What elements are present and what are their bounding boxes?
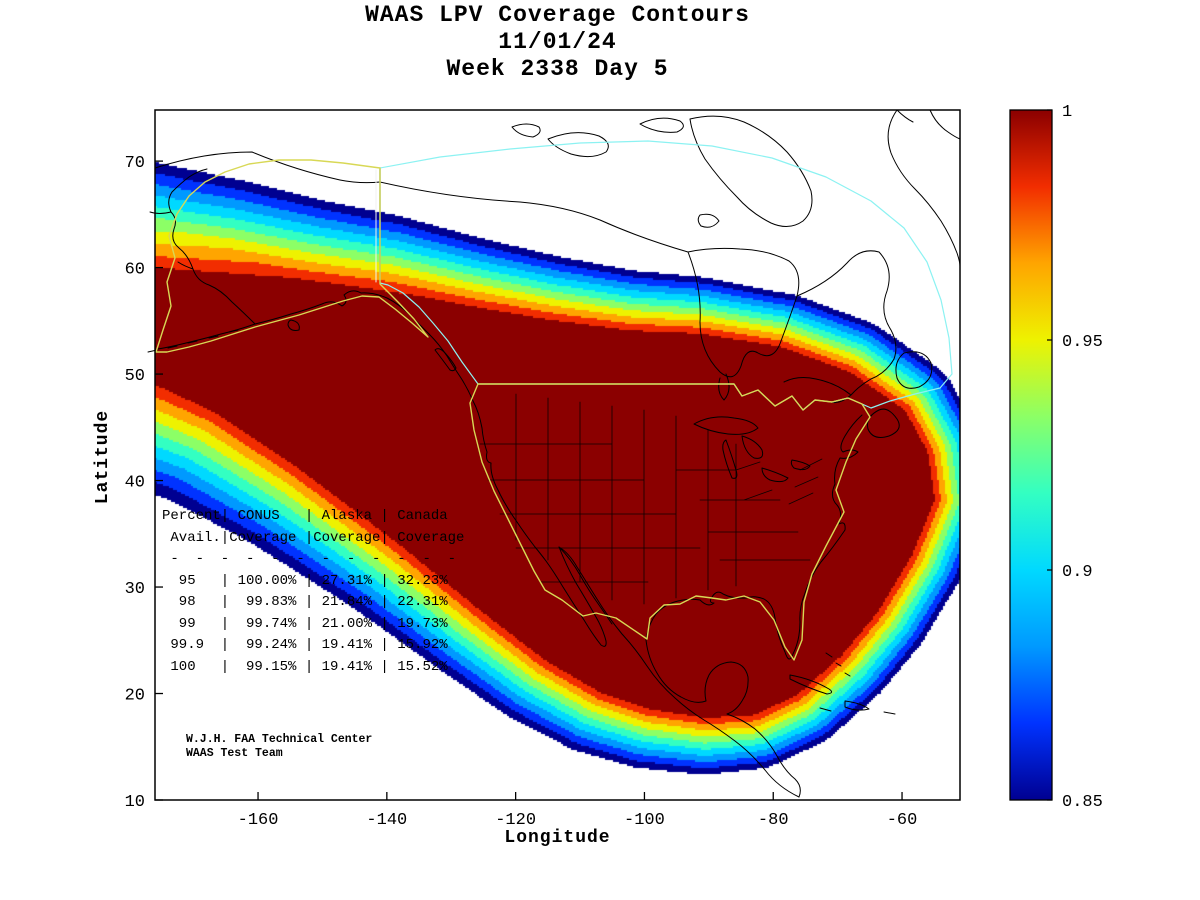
- region-overlays: [155, 140, 953, 661]
- x-tick-label: -100: [624, 811, 665, 830]
- east-coast-coastline: [645, 408, 900, 660]
- chart-week-day: Week 2338 Day 5: [446, 56, 669, 82]
- y-axis-ticks: 10 20 30 40 50 60 70: [125, 154, 163, 812]
- west-coast-coastline: [428, 333, 536, 548]
- plot-frame: [154, 109, 961, 801]
- arctic-islands: [511, 117, 684, 158]
- great-lakes: [693, 416, 811, 483]
- y-tick-label: 30: [125, 580, 145, 599]
- x-tick-label: -80: [758, 811, 789, 830]
- y-tick-label: 10: [125, 793, 145, 812]
- y-tick-label: 70: [125, 154, 145, 173]
- x-tick-label: -60: [887, 811, 918, 830]
- title-block: WAAS LPV Coverage Contours 11/01/24 Week…: [155, 2, 960, 83]
- arctic-coastline: [154, 151, 689, 253]
- y-tick-label: 50: [125, 367, 145, 386]
- attribution-line-1: W.J.H. FAA Technical Center: [186, 733, 373, 746]
- attribution-line-2: WAAS Test Team: [186, 747, 283, 760]
- colorbar: 1 0.95 0.9 0.85: [1009, 103, 1103, 812]
- x-tick-label: -120: [495, 811, 536, 830]
- canada-boundary-overlay: [379, 140, 953, 411]
- conus-boundary-overlay: [469, 383, 871, 661]
- alaska-south-coastline: [157, 290, 430, 350]
- y-tick-label: 40: [125, 474, 145, 493]
- x-axis-label: Longitude: [504, 828, 611, 848]
- colorbar-tick-label: 0.85: [1062, 793, 1103, 812]
- y-axis-label: Latitude: [93, 409, 113, 505]
- y-tick-label: 60: [125, 261, 145, 280]
- gulf-yucatan-coastline: [645, 639, 801, 798]
- greenland-coastline: [887, 109, 961, 267]
- hudson-bay-coastline: [687, 247, 800, 401]
- state-boundaries: [479, 393, 823, 605]
- chart-date: 11/01/24: [498, 29, 617, 55]
- baffin-island: [689, 115, 813, 228]
- colorbar-tick-label: 0.95: [1062, 333, 1103, 352]
- colorbar-tick-label: 1: [1062, 103, 1072, 122]
- chart-title: WAAS LPV Coverage Contours: [365, 2, 750, 28]
- caribbean-islands: [789, 652, 896, 715]
- alaska-boundary-overlay: [155, 159, 429, 353]
- coastlines: [147, 109, 961, 798]
- aleutian-islands: [147, 329, 239, 353]
- alaska-west-coastline: [149, 168, 256, 325]
- y-tick-label: 20: [125, 687, 145, 706]
- labrador-coastline: [783, 250, 897, 403]
- x-axis-ticks: -160 -140 -120 -100 -80 -60: [238, 792, 918, 830]
- pacific-coastline: [558, 546, 800, 798]
- vancouver-island: [434, 348, 457, 372]
- colorbar-tick-label: 0.9: [1062, 563, 1093, 582]
- newfoundland-island: [895, 351, 933, 389]
- x-tick-label: -160: [238, 811, 279, 830]
- colorbar-swatch: [1009, 109, 1053, 801]
- x-tick-label: -140: [366, 811, 407, 830]
- kodiak-island: [287, 319, 300, 331]
- coverage-table: Percent| CONUS | Alaska | Canada Avail.|…: [162, 508, 465, 675]
